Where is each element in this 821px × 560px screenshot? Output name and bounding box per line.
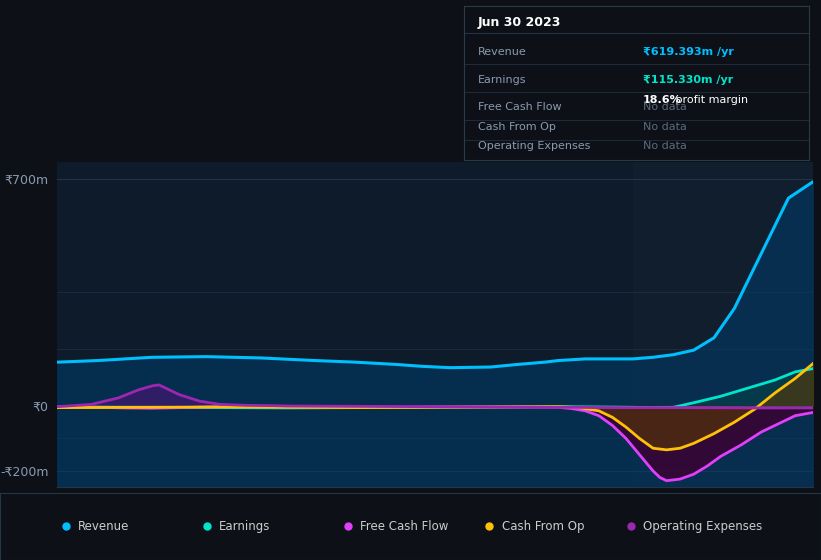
Text: Free Cash Flow: Free Cash Flow	[360, 520, 449, 533]
Text: No data: No data	[643, 141, 687, 151]
Text: Revenue: Revenue	[78, 520, 130, 533]
Text: Free Cash Flow: Free Cash Flow	[478, 102, 562, 112]
Text: Earnings: Earnings	[219, 520, 271, 533]
Text: Operating Expenses: Operating Expenses	[478, 141, 590, 151]
Text: 18.6%: 18.6%	[643, 95, 682, 105]
Text: Cash From Op: Cash From Op	[502, 520, 584, 533]
Text: Jun 30 2023: Jun 30 2023	[478, 16, 561, 29]
Text: No data: No data	[643, 102, 687, 112]
Text: profit margin: profit margin	[672, 95, 749, 105]
Text: Cash From Op: Cash From Op	[478, 122, 556, 132]
Text: ₹115.330m /yr: ₹115.330m /yr	[643, 74, 733, 85]
Text: ₹619.393m /yr: ₹619.393m /yr	[643, 47, 734, 57]
Text: Earnings: Earnings	[478, 74, 526, 85]
Text: No data: No data	[643, 122, 687, 132]
Bar	[633, 162, 813, 487]
Text: Revenue: Revenue	[478, 47, 526, 57]
Text: Operating Expenses: Operating Expenses	[643, 520, 762, 533]
